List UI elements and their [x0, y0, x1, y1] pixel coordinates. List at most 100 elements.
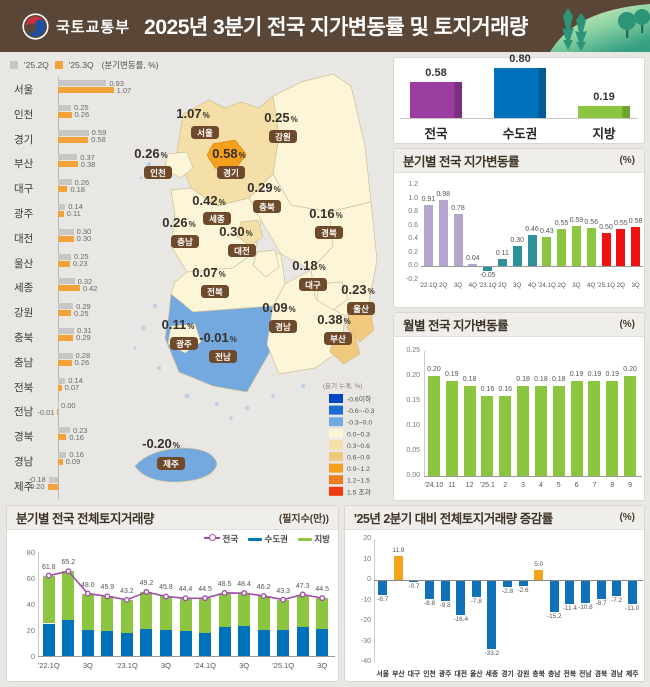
change-title-text: '25년 2분기 대비 전체토지거래량 증감률 — [354, 512, 553, 526]
region-label: 충북 — [14, 331, 34, 344]
monthly-bar-7 — [588, 381, 601, 476]
map-badge-경북 — [315, 226, 343, 239]
region-bar-value: -0.01 — [37, 407, 55, 417]
change-bar-부산 — [393, 555, 403, 580]
legend-item-capital: 수도권 — [248, 533, 288, 545]
region-bar-value: 0.25 — [74, 308, 89, 318]
quarterly-bar-2Q — [557, 229, 567, 267]
trans-bar-capital — [199, 632, 212, 656]
quarterly-xlabel: 3Q — [453, 282, 463, 290]
region-bar-value: 0.18 — [70, 184, 85, 194]
trans-bar-capital — [101, 631, 114, 656]
change-bar-울산 — [471, 581, 481, 597]
monthly-chart-panel: 월별 전국 지가변동률 (%) 0.25 0.20 0.15 0.10 0.05 0.00… — [393, 312, 645, 501]
region-bar-value: 0.28 — [75, 351, 91, 361]
trans-total-value: 43.2 — [120, 587, 134, 595]
zero-axis — [374, 580, 643, 581]
x-axis — [424, 476, 642, 477]
quarterly-panel-title: 분기별 전국 지가변동률 (%) — [394, 149, 644, 173]
trans-xlabel: 3Q — [317, 661, 328, 670]
ytick-0: 0 — [367, 576, 371, 583]
trans-bar-capital — [238, 626, 251, 656]
region-bar-value: 0.09 — [65, 457, 81, 467]
change-bar-경북 — [596, 581, 606, 599]
quarterly-bar-4Q — [586, 228, 596, 267]
quarterly-bar-2Q — [497, 258, 507, 267]
trans-bar-capital — [218, 627, 231, 656]
summary-value-수도권: 0.80 — [509, 53, 531, 66]
legend-swatch-q2 — [10, 61, 18, 69]
trans-bar-local — [81, 593, 94, 630]
monthly-xlabel: 6 — [574, 482, 579, 489]
trans-bar-local — [179, 598, 192, 632]
map-badge-label-전북: 전북 — [207, 287, 223, 297]
map-value-전북: 0.07% — [192, 265, 225, 280]
trans-total-value: 47.3 — [295, 582, 310, 590]
region-bar-value: 0.30 — [76, 227, 92, 237]
region-bar — [58, 285, 80, 292]
trans-bar-local — [140, 592, 153, 629]
region-bar — [58, 427, 70, 434]
region-bar — [58, 377, 66, 384]
trans-total-value: 49.2 — [139, 580, 154, 588]
trans-bar-local — [42, 575, 55, 624]
trees-illustration — [550, 4, 650, 52]
monthly-xlabel: 3 — [521, 482, 526, 489]
trans-bar-capital — [179, 631, 192, 656]
region-bar — [58, 210, 64, 217]
region-bar — [58, 384, 62, 391]
monthly-xlabel: 4 — [538, 482, 543, 489]
map-value-울산: 0.23% — [341, 282, 374, 297]
trans-bar-capital — [62, 619, 75, 656]
quarterly-xlabel: 2Q — [498, 282, 507, 290]
quarterly-xlabel: '22.1Q — [419, 282, 438, 290]
quarterly-value: 0.55 — [554, 220, 569, 228]
region-label: 충남 — [14, 356, 34, 369]
trans-xlabel: '23.1Q — [115, 661, 138, 670]
y-axis — [374, 539, 375, 662]
trans-total-value: 45.9 — [100, 584, 115, 592]
trans-bar-local — [277, 599, 290, 630]
change-xlabel: 경북 — [594, 671, 608, 678]
map-badge-label-대전: 대전 — [234, 246, 250, 256]
region-label: 세종 — [14, 282, 34, 295]
change-unit-text: (%) — [619, 512, 635, 523]
map-badge-대전 — [228, 244, 256, 257]
trans-total-value: 43.3 — [276, 587, 290, 595]
quarterly-value: 0.55 — [613, 220, 628, 228]
quarterly-value: 0.59 — [569, 217, 584, 225]
svg-text:0.9~1.2: 0.9~1.2 — [347, 466, 370, 473]
legend-item-national: 전국 — [204, 533, 238, 545]
quarterly-bar-'23.1Q — [483, 267, 493, 271]
region-bar — [58, 129, 89, 136]
quarterly-bar-4Q — [468, 263, 478, 267]
monthly-value: 0.20 — [623, 366, 637, 373]
change-value: -8.7 — [595, 599, 607, 607]
region-bar-value: -0.20 — [27, 482, 45, 492]
zero-axis — [421, 266, 643, 268]
trans-bar-capital — [296, 627, 309, 656]
change-xlabel: 대전 — [454, 671, 467, 678]
region-label: 부산 — [14, 158, 34, 171]
map-badge-label-경북: 경북 — [321, 228, 337, 238]
region-bar-value: 0.26 — [74, 358, 90, 368]
trans-xlabel: '22.1Q — [37, 661, 60, 670]
change-bar-전북 — [565, 581, 575, 605]
change-bar-충남 — [549, 581, 559, 613]
region-bar — [47, 483, 58, 490]
region-bar-value: 0.25 — [74, 252, 89, 262]
change-panel-title: '25년 2분기 대비 전체토지거래량 증감률 (%) — [345, 506, 644, 530]
map-badge-label-제주: 제주 — [163, 459, 179, 469]
change-xlabel: 강원 — [516, 671, 530, 678]
change-xlabel: 경남 — [610, 671, 623, 678]
summary-baseline — [400, 118, 638, 119]
region-bar — [58, 278, 75, 285]
map-badge-부산 — [324, 332, 352, 345]
trans-bar-local — [199, 598, 212, 633]
quarterly-value: -0.05 — [479, 271, 496, 279]
monthly-value: 0.18 — [462, 376, 477, 383]
change-value: -15.2 — [546, 613, 562, 621]
ytick-20: 20 — [26, 626, 35, 635]
korea-map: 1.07% 서울 0.26% 인천 0.58% 경기 0.25% 강원 0.29% 충북 0.42%… — [120, 56, 392, 506]
quarterly-chart: 1.2 1.0 0.8 0.6 0.4 0.2 0.0 -0.2 0.91 '22.1Q 0.98 2… — [394, 172, 644, 307]
